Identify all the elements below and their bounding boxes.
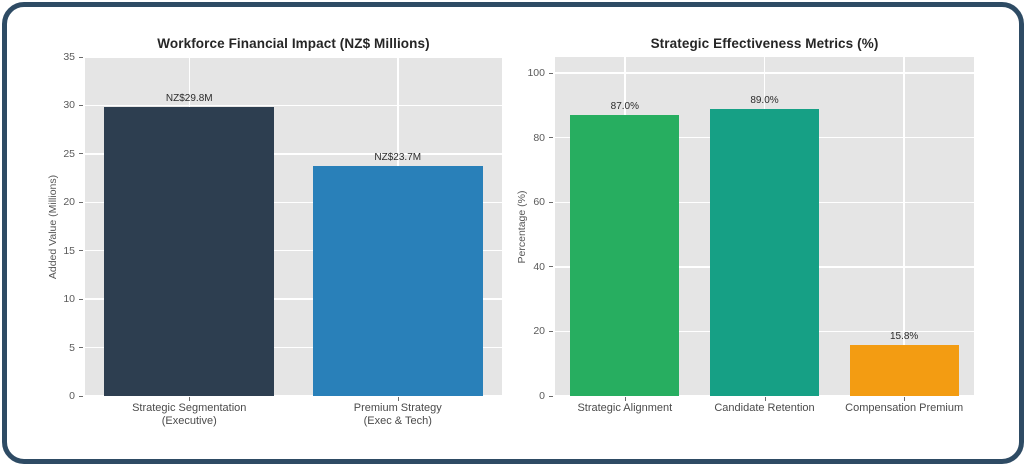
y-tick-mark xyxy=(79,395,83,397)
y-tick-mark xyxy=(79,104,83,106)
bar xyxy=(849,345,959,396)
y-gridline xyxy=(555,395,974,397)
y-tick-mark xyxy=(549,137,553,139)
y-tick-mark xyxy=(549,72,553,74)
y-tick-mark xyxy=(549,330,553,332)
y-tick-label: 15 xyxy=(63,244,75,257)
x-tick-mark xyxy=(397,397,399,401)
bar-value-label: 89.0% xyxy=(750,94,779,106)
y-tick-label: 40 xyxy=(533,260,545,273)
y-tick-mark xyxy=(549,266,553,268)
y-tick-label: 25 xyxy=(63,147,75,160)
x-category-label: Candidate Retention xyxy=(714,402,815,414)
y-tick-label: 80 xyxy=(533,131,545,144)
y-gridline xyxy=(85,153,502,155)
bar xyxy=(104,107,275,396)
y-tick-mark xyxy=(79,201,83,203)
bar xyxy=(312,166,483,396)
y-tick-label: 30 xyxy=(63,99,75,112)
x-gridline xyxy=(903,57,905,396)
y-tick-label: 10 xyxy=(63,293,75,306)
x-category-label: Compensation Premium xyxy=(845,402,964,414)
y-gridline xyxy=(85,201,502,204)
y-gridline xyxy=(85,395,502,397)
y-tick-mark xyxy=(79,153,83,155)
y-tick-label: 0 xyxy=(539,390,545,402)
x-tick-mark xyxy=(904,397,906,401)
y-tick-mark xyxy=(549,395,553,397)
y-gridline xyxy=(85,56,502,58)
bar xyxy=(570,115,680,396)
bar-value-label: NZ$29.8M xyxy=(165,93,213,105)
x-category-label: Strategic Alignment xyxy=(577,402,673,414)
y-tick-label: 20 xyxy=(63,196,75,209)
plot-area: 87.0% 89.0% 15.8% xyxy=(555,57,974,397)
y-tick-label: 5 xyxy=(69,341,75,354)
y-tick-label: 0 xyxy=(69,390,75,402)
y-tick-label: 35 xyxy=(63,51,75,63)
x-category-label: Premium Strategy (Exec & Tech) xyxy=(353,402,442,428)
plot-area: NZ$29.8M NZ$23.7M xyxy=(85,56,502,397)
y-gridline xyxy=(85,346,502,349)
x-category-label: Strategic Segmentation (Executive) xyxy=(132,402,247,428)
y-tick-mark xyxy=(549,201,553,203)
y-tick-mark xyxy=(79,298,83,300)
y-tick-mark xyxy=(79,56,83,58)
x-tick-mark xyxy=(624,397,626,401)
y-gridline xyxy=(85,298,502,300)
x-tick-mark xyxy=(764,397,766,401)
y-tick-label: 100 xyxy=(527,67,545,80)
y-tick-mark xyxy=(79,250,83,252)
chart-title: Strategic Effectiveness Metrics (%) xyxy=(650,36,879,51)
bar-value-label: 15.8% xyxy=(889,331,919,342)
y-tick-label: 20 xyxy=(533,325,545,338)
x-tick-mark xyxy=(189,397,191,401)
bar-value-label: NZ$23.7M xyxy=(374,152,422,164)
bar-value-label: 87.0% xyxy=(610,101,639,113)
y-gridline xyxy=(85,249,502,252)
chart-title: Workforce Financial Impact (NZ$ Millions… xyxy=(157,36,430,51)
y-gridline xyxy=(85,104,502,107)
y-tick-label: 60 xyxy=(533,196,545,209)
bar xyxy=(710,108,819,396)
y-tick-mark xyxy=(79,347,83,349)
